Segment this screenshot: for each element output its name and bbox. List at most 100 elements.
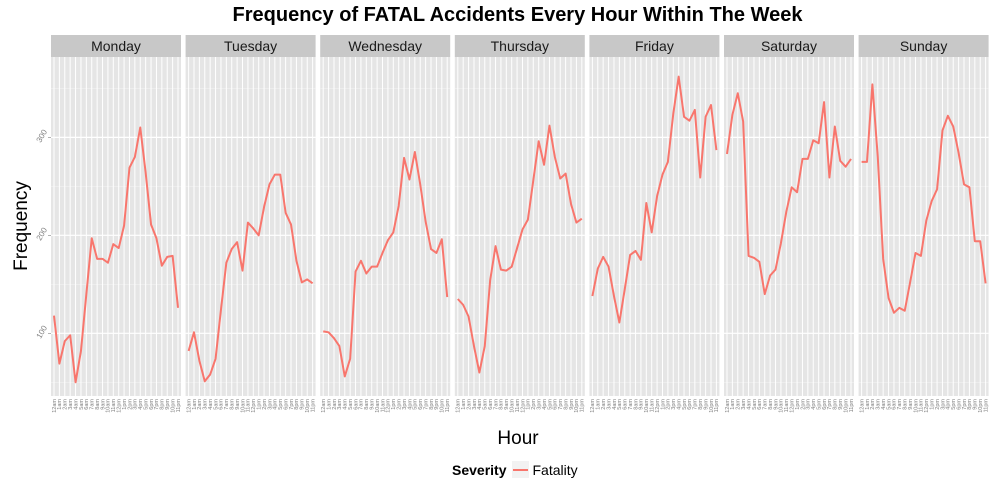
facet-strip-label: Monday — [91, 38, 141, 54]
x-tick-label: 8pm — [429, 399, 435, 410]
x-tick-label: 8pm — [833, 399, 839, 410]
y-axis-title: Frequency — [11, 181, 32, 271]
x-tick-label: 1pm — [660, 399, 666, 410]
facet-strip — [724, 35, 854, 57]
x-tick-label: 5pm — [143, 399, 149, 410]
x-tick-label: 4am — [477, 399, 483, 410]
x-tick-label: 1pm — [526, 399, 532, 410]
x-tick-label: 11pm — [445, 399, 451, 413]
x-tick-label: 8am — [364, 399, 370, 410]
x-tick-label: 1am — [596, 399, 602, 410]
x-tick-label: 12am — [186, 399, 192, 413]
facet-strip-label: Saturday — [761, 38, 817, 54]
x-tick-label: 9pm — [973, 399, 979, 410]
legend-key-line — [513, 468, 529, 471]
x-tick-label: 5am — [617, 399, 623, 410]
x-tick-label: 8am — [903, 399, 909, 410]
chart-title: Frequency of FATAL Accidents Every Hour … — [232, 4, 803, 26]
x-tick-label: 3am — [741, 399, 747, 410]
series-line-fatality — [726, 92, 852, 296]
facet-strip-label: Thursday — [491, 38, 549, 54]
x-tick-label: 4pm — [407, 399, 413, 410]
x-tick-label: 9pm — [165, 399, 171, 410]
x-tick-label: 3am — [876, 399, 882, 410]
x-tick-label: 4am — [612, 399, 618, 410]
x-tick-label: 2am — [736, 399, 742, 410]
series-line-fatality — [53, 126, 179, 384]
x-tick-label: 10pm — [440, 399, 446, 413]
x-tick-label: 8am — [633, 399, 639, 410]
x-tick-label: 4am — [746, 399, 752, 410]
x-tick-label: 5am — [886, 399, 892, 410]
x-tick-label: 1am — [461, 399, 467, 410]
x-tick-label: 2am — [601, 399, 607, 410]
facet-panel-friday: Friday 12am 1am 2am 3am 4am 5am 6am 7am 8am 9am 10a… — [589, 35, 720, 413]
x-tick-label: 3pm — [267, 399, 273, 410]
x-tick-label: 9pm — [569, 399, 575, 410]
x-tick-label: 6am — [219, 399, 225, 410]
x-tick-label: 9am — [370, 399, 376, 410]
x-tick-label: 1pm — [929, 399, 935, 410]
x-tick-label: 12pm — [655, 399, 661, 413]
x-tick-label: 11pm — [983, 399, 989, 413]
x-tick-label: 12am — [725, 399, 731, 413]
x-tick-label: 6am — [623, 399, 629, 410]
x-tick-label: 11am — [650, 399, 656, 413]
x-tick-label: 4am — [343, 399, 349, 410]
x-tick-label: 10am — [510, 399, 516, 413]
x-tick-label: 1am — [326, 399, 332, 410]
x-tick-label: 3pm — [940, 399, 946, 410]
x-tick-label: 2am — [332, 399, 338, 410]
series-line-fatality — [323, 151, 449, 378]
x-tick-label: 10am — [913, 399, 919, 413]
x-tick-label: 12pm — [386, 399, 392, 413]
x-tick-label: 11am — [919, 399, 925, 413]
x-tick-label: 7am — [493, 399, 499, 410]
x-tick-label: 10pm — [978, 399, 984, 413]
panel-background — [51, 57, 181, 396]
x-tick-label: 7pm — [827, 399, 833, 410]
facet-strip — [589, 35, 720, 57]
x-tick-label: 7pm — [154, 399, 160, 410]
x-tick-label: 6am — [488, 399, 494, 410]
x-tick-label: 9pm — [703, 399, 709, 410]
y-tick-label: 300 — [35, 128, 50, 145]
x-tick-label: 9am — [504, 399, 510, 410]
x-tick-label: 2pm — [666, 399, 672, 410]
x-tick-label: 3am — [606, 399, 612, 410]
x-tick-label: 5pm — [951, 399, 957, 410]
panel-background — [320, 57, 451, 396]
x-tick-label: 9am — [908, 399, 914, 410]
x-tick-label: 6pm — [553, 399, 559, 410]
x-tick-label: 8pm — [698, 399, 704, 410]
x-tick-label: 4pm — [273, 399, 279, 410]
x-tick-label: 10am — [779, 399, 785, 413]
x-tick-label: 3am — [68, 399, 74, 410]
x-tick-label: 3am — [203, 399, 209, 410]
x-tick-label: 5am — [213, 399, 219, 410]
x-tick-label: 11am — [380, 399, 386, 413]
x-tick-label: 1am — [57, 399, 63, 410]
series-line-fatality — [591, 75, 718, 324]
x-tick-label: 5am — [348, 399, 354, 410]
x-tick-label: 1am — [865, 399, 871, 410]
x-tick-label: 11am — [515, 399, 521, 413]
x-tick-label: 2pm — [396, 399, 402, 410]
facet-strip-label: Sunday — [900, 38, 947, 54]
x-tick-label: 11pm — [580, 399, 586, 413]
x-tick-label: 6pm — [822, 399, 828, 410]
x-tick-label: 3pm — [671, 399, 677, 410]
x-tick-label: 7am — [628, 399, 634, 410]
x-tick-label: 8am — [95, 399, 101, 410]
facet-strip — [858, 35, 989, 57]
x-tick-label: 3pm — [133, 399, 139, 410]
x-tick-label: 12pm — [251, 399, 257, 413]
x-tick-label: 11pm — [310, 399, 316, 413]
legend-title: Severity — [452, 461, 507, 478]
panel-background — [589, 57, 720, 396]
x-tick-label: 9am — [100, 399, 106, 410]
x-tick-label: 1pm — [256, 399, 262, 410]
x-tick-label: 12pm — [116, 399, 122, 413]
facet-strip-label: Wednesday — [348, 38, 422, 54]
